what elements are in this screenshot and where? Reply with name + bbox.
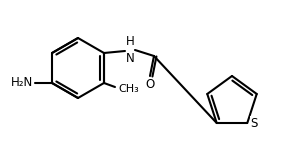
Text: N: N [126,52,134,65]
Text: O: O [145,78,155,91]
Text: S: S [250,116,258,130]
Text: H: H [126,35,134,48]
Text: CH₃: CH₃ [118,84,139,94]
Text: H₂N: H₂N [11,76,33,90]
